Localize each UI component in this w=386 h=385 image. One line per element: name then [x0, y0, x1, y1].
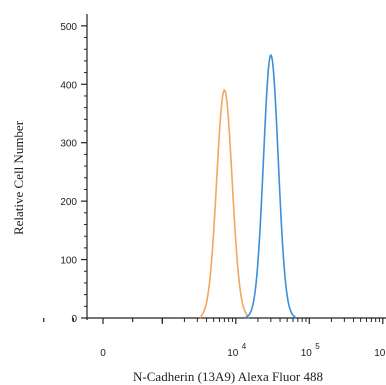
y-tick-label: 0	[71, 314, 77, 325]
svg-text:10: 10	[301, 348, 313, 359]
y-axis-label: Relative Cell Number	[11, 120, 26, 235]
series-layer	[199, 54, 297, 319]
x-axis: 0104105106107	[43, 317, 386, 359]
x-tick-label: 104	[227, 342, 247, 359]
histogram-series-1	[199, 89, 250, 319]
svg-text:4: 4	[242, 342, 247, 351]
svg-text:0: 0	[100, 348, 106, 359]
y-tick-label: 200	[60, 197, 77, 208]
x-tick-label: 105	[301, 342, 321, 359]
svg-text:10: 10	[374, 348, 386, 359]
y-tick-label: 400	[60, 80, 77, 91]
x-tick-label: 0	[100, 348, 106, 359]
y-tick-label: 300	[60, 139, 77, 150]
histogram-series-2	[244, 54, 297, 319]
svg-text:5: 5	[315, 342, 320, 351]
y-axis: 0 100 200 300 400 500	[60, 14, 88, 325]
x-axis-label: N-Cadherin (13A9) Alexa Fluor 488	[133, 369, 323, 384]
y-tick-label: 100	[60, 256, 77, 267]
x-tick-label: 106	[374, 348, 386, 359]
y-tick-label: 500	[60, 22, 77, 33]
svg-text:10: 10	[227, 348, 239, 359]
